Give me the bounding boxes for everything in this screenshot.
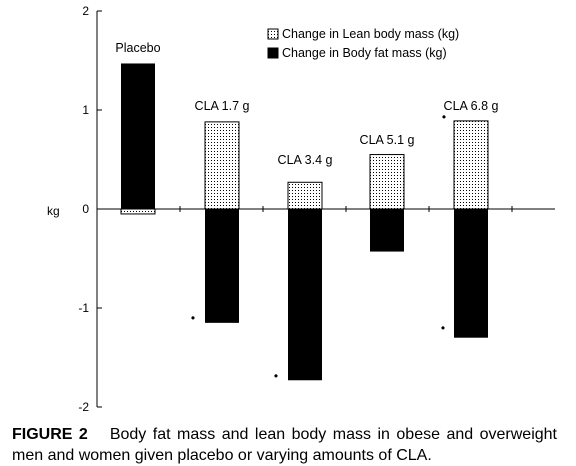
bar-body-fat [370,209,404,252]
bar-labels: Placebo CLA 1.7 g CLA 3.4 g CLA 5.1 g CLA 6.… [115,41,498,167]
significance-marker: • [274,369,278,383]
legend-swatch [267,28,279,40]
category-label: CLA 6.8 g [444,99,499,113]
caption-label: FIGURE 2 [12,426,88,443]
y-tick-label: 1 [82,103,89,117]
significance-marker: • [442,110,446,124]
bar-lean-mass [287,181,323,210]
significance-marker: • [191,311,195,325]
y-tick-label: -1 [78,301,89,315]
bar-lean-mass [204,121,240,210]
figure-caption: FIGURE 2 Body fat mass and lean body mass… [12,424,557,466]
bar-body-fat [121,63,155,209]
category-label: CLA 5.1 g [360,133,415,147]
category-label: Placebo [115,41,160,55]
bar-body-fat [205,209,239,323]
caption-text: Body fat mass and lean body mass in obes… [12,426,558,464]
significance-marker: • [441,321,445,335]
legend-swatch [267,47,279,59]
y-tick-label: 2 [82,4,89,18]
legend-label: Change in Lean body mass (kg) [282,27,459,41]
category-label: CLA 3.4 g [278,153,333,167]
bar-lean-mass [120,208,156,215]
bar-body-fat [288,209,322,381]
bar-body-fat [454,209,488,338]
significance-markers: • • • • [191,110,446,383]
bar-lean-mass [453,120,489,210]
y-tick-label: 0 [82,202,89,216]
category-label: CLA 1.7 g [195,99,250,113]
y-axis-label: kg [47,204,60,218]
bars [120,63,489,381]
chart: 2 1 0 -1 -2 kg Placebo CLA 1.7 g CLA 3.4 g CLA 5… [47,4,555,414]
legend: Change in Lean body mass (kg) Change in B… [267,27,459,60]
bar-lean-mass [369,154,405,210]
y-tick-label: -2 [78,400,89,414]
legend-label: Change in Body fat mass (kg) [282,46,447,60]
